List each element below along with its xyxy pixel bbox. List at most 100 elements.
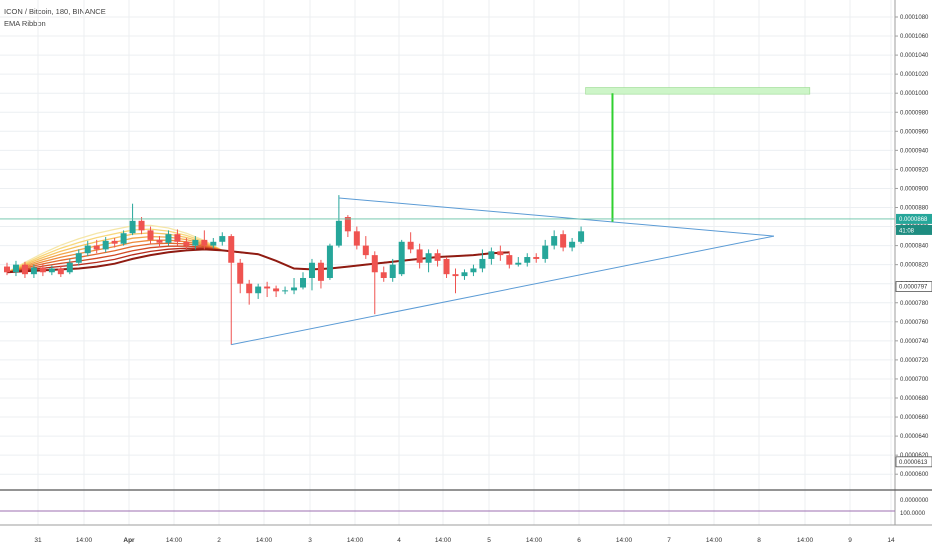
candle xyxy=(416,243,423,269)
candle-body xyxy=(470,268,477,273)
candle-body xyxy=(138,220,145,231)
symbol-title[interactable]: ICON / Bitcoin, 180, BINANCE xyxy=(4,7,106,16)
time-tick-label: 31 xyxy=(34,537,42,544)
lower-trendline xyxy=(231,235,775,346)
candle xyxy=(57,265,64,278)
candle-body xyxy=(488,251,495,259)
candle xyxy=(201,230,208,250)
time-tick-label: 9 xyxy=(848,537,852,544)
candle xyxy=(30,264,37,278)
candle xyxy=(210,237,217,249)
candle xyxy=(551,230,558,250)
candle-body xyxy=(219,236,226,242)
candle-body xyxy=(461,272,468,277)
candle xyxy=(560,230,567,252)
time-tick-label: 14:00 xyxy=(76,537,93,544)
price-tick-label: 0.0000900 xyxy=(900,186,929,192)
candle xyxy=(264,281,271,298)
candle xyxy=(353,226,360,250)
price-tick-label: 0.0001080 xyxy=(900,15,929,21)
candle xyxy=(434,249,441,267)
candle-body xyxy=(156,239,163,243)
candle-body xyxy=(578,231,585,242)
price-tick-label: 0.0001040 xyxy=(900,53,929,59)
candle xyxy=(470,264,477,277)
candle xyxy=(282,286,289,295)
price-tick-label: 0.0000700 xyxy=(900,377,929,383)
candle xyxy=(192,236,199,250)
price-marker-1-label: 0.0000797 xyxy=(899,285,928,291)
candle xyxy=(138,217,145,235)
candle xyxy=(578,226,585,244)
candle-body xyxy=(246,283,253,294)
candle-body xyxy=(84,245,91,254)
candle-body xyxy=(39,267,46,273)
candle xyxy=(48,265,55,276)
time-tick-label: 6 xyxy=(577,537,581,544)
price-tick-label: 0.0000780 xyxy=(900,301,929,307)
lower-pane: 0.0000000 100.0000 xyxy=(0,489,932,517)
time-tick-label: 7 xyxy=(667,537,671,544)
indicator-label[interactable]: EMA Ribbon xyxy=(4,19,46,28)
candle xyxy=(308,258,315,291)
candle xyxy=(344,215,351,238)
candle xyxy=(255,283,262,299)
candle-body xyxy=(129,220,136,234)
candle-body xyxy=(282,290,289,292)
lower-pane-tick: 0.0000000 xyxy=(900,498,929,504)
candle xyxy=(371,251,378,315)
candle xyxy=(362,236,369,259)
candle-body xyxy=(479,258,486,269)
time-tick-label: 14:00 xyxy=(526,537,543,544)
candle-body xyxy=(434,253,441,261)
candle-body xyxy=(30,267,37,275)
candle-body xyxy=(183,241,190,246)
candle-body xyxy=(335,220,342,246)
time-tick-label: 3 xyxy=(308,537,312,544)
price-tick-label: 0.0000980 xyxy=(900,110,929,116)
price-tick-label: 0.0000880 xyxy=(900,206,929,212)
price-tick-label: 0.0000600 xyxy=(900,472,929,478)
candle-body xyxy=(120,233,127,244)
price-marker-2-badge xyxy=(895,456,932,468)
upper-trendline xyxy=(338,197,774,237)
time-tick-label: 4 xyxy=(397,537,401,544)
candle xyxy=(120,230,127,246)
candle-body xyxy=(264,286,271,289)
price-tick-label: 0.0001060 xyxy=(900,34,929,40)
price-tick-label: 0.0000720 xyxy=(900,358,929,364)
time-tick-label: 14 xyxy=(887,537,895,544)
candle xyxy=(542,239,549,263)
price-axis[interactable]: 0.0001080 0.0001060 0.0001040 0.0001020 0.00… xyxy=(894,0,932,525)
candle-body xyxy=(291,287,298,291)
price-tick-label: 0.0000820 xyxy=(900,263,929,269)
candle-body xyxy=(165,234,172,243)
candle-body xyxy=(551,236,558,246)
candle-body xyxy=(506,255,513,265)
candle-body xyxy=(93,245,100,250)
candle-body xyxy=(380,272,387,278)
time-tick-label: 14:00 xyxy=(166,537,183,544)
candle xyxy=(461,269,468,280)
price-tick-label: 0.0000840 xyxy=(900,244,929,250)
drawings[interactable] xyxy=(0,87,895,346)
candle xyxy=(174,229,181,246)
time-axis[interactable]: 31 14:00 Apr 14:00 2 14:00 3 14:00 4 14:00 5 14:00 6… xyxy=(0,524,932,544)
candle xyxy=(129,203,136,236)
candle-body xyxy=(21,264,28,275)
candle-body xyxy=(228,236,235,263)
candle xyxy=(479,249,486,273)
price-tick-label: 0.0000640 xyxy=(900,434,929,440)
candle xyxy=(398,239,405,277)
candle-body xyxy=(416,249,423,263)
price-tick-label: 0.0000680 xyxy=(900,396,929,402)
candle xyxy=(84,240,91,257)
candle xyxy=(4,262,10,276)
candle xyxy=(39,263,46,277)
candle xyxy=(569,237,576,252)
countdown-badge xyxy=(896,224,932,235)
time-tick-label: 14:00 xyxy=(797,537,814,544)
candle xyxy=(317,259,324,289)
candle xyxy=(102,237,109,253)
